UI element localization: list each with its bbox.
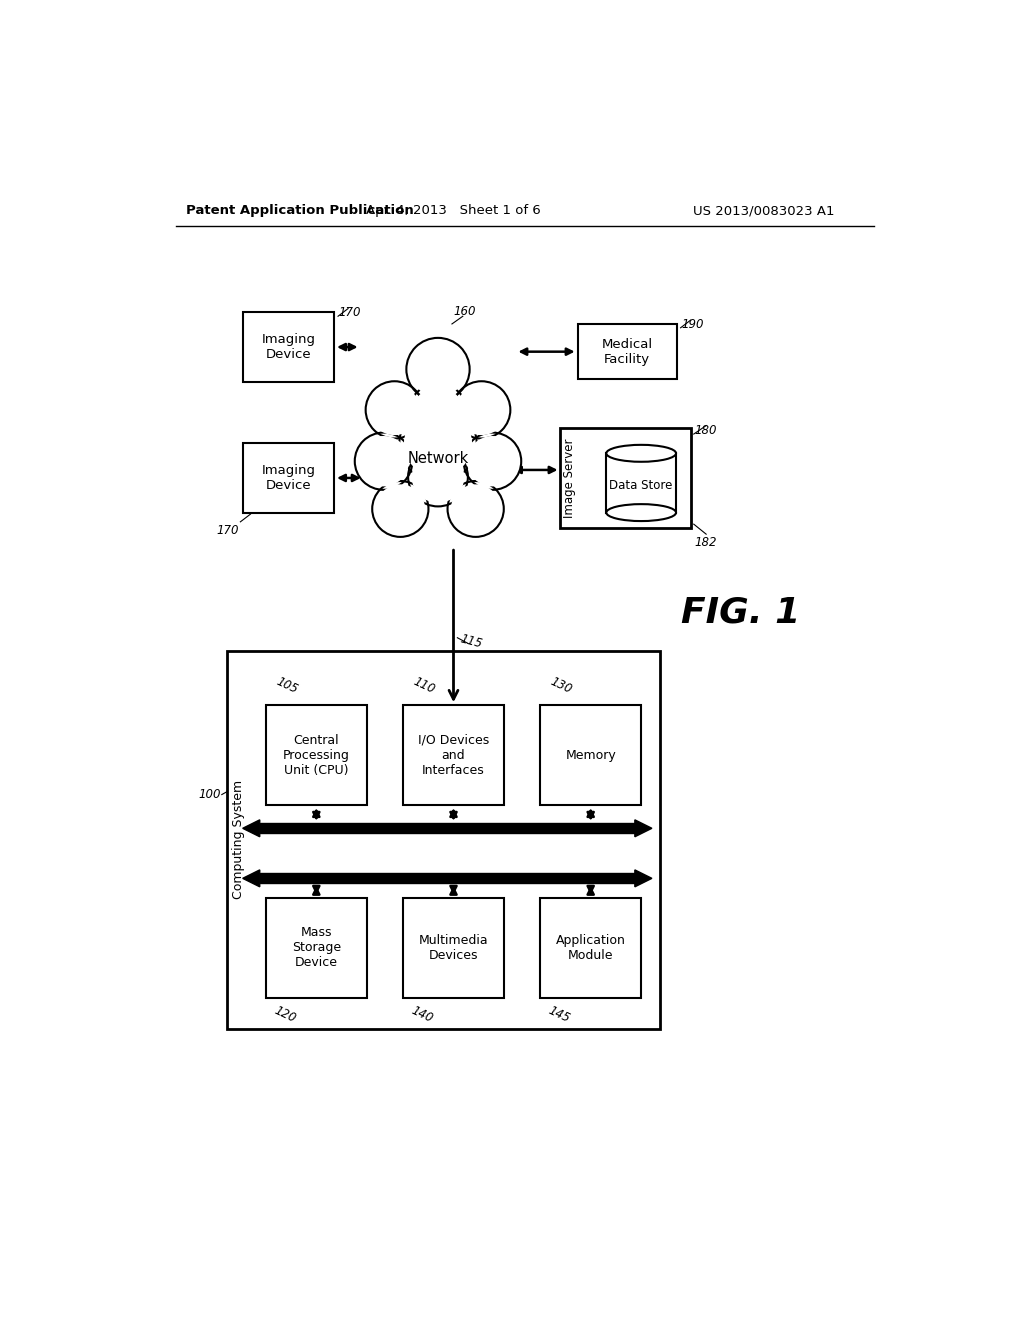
Polygon shape [243,820,260,837]
Text: 182: 182 [694,536,717,549]
Text: Central
Processing
Unit (CPU): Central Processing Unit (CPU) [283,734,350,776]
Text: I/O Devices
and
Interfaces: I/O Devices and Interfaces [418,734,489,776]
Text: 105: 105 [273,675,300,696]
Text: FIG. 1: FIG. 1 [681,595,800,630]
Text: 160: 160 [454,305,476,318]
Text: Memory: Memory [565,748,616,762]
Circle shape [464,433,521,490]
Text: Imaging
Device: Imaging Device [261,463,315,492]
Text: Patent Application Publication: Patent Application Publication [186,205,414,218]
Text: Imaging
Device: Imaging Device [261,333,315,362]
Text: Computing System: Computing System [231,780,245,899]
Text: 170: 170 [339,306,361,319]
Circle shape [412,450,464,503]
Text: Data Store: Data Store [609,479,673,492]
Text: Apr. 4, 2013   Sheet 1 of 6: Apr. 4, 2013 Sheet 1 of 6 [367,205,541,218]
Text: Medical
Facility: Medical Facility [601,338,652,366]
Text: 145: 145 [547,1003,572,1026]
Bar [243,444,334,512]
Bar [403,898,504,998]
Text: Multimedia
Devices: Multimedia Devices [419,933,488,962]
Circle shape [354,433,413,490]
Text: 180: 180 [694,424,717,437]
Text: Network: Network [408,451,469,466]
Bar [403,705,504,805]
Bar [260,824,635,833]
Circle shape [404,409,472,477]
Text: Application
Module: Application Module [556,933,626,962]
Text: 115: 115 [458,632,483,651]
Bar [266,705,367,805]
Ellipse shape [606,445,676,462]
Ellipse shape [606,504,676,521]
Text: Mass
Storage
Device: Mass Storage Device [292,927,341,969]
Circle shape [453,381,510,438]
Text: 140: 140 [410,1003,435,1026]
Bar [541,898,641,998]
Text: 190: 190 [681,318,703,331]
Bar [260,874,635,883]
Text: US 2013/0083023 A1: US 2013/0083023 A1 [693,205,835,218]
Circle shape [467,436,518,486]
Circle shape [407,338,470,401]
Circle shape [447,480,504,537]
Text: 100: 100 [199,788,221,801]
Circle shape [369,384,420,436]
Bar [266,898,367,998]
Circle shape [456,384,507,436]
Circle shape [409,384,468,444]
Circle shape [411,342,466,397]
Text: 110: 110 [411,675,437,696]
Text: Image Server: Image Server [563,438,577,517]
Bar [560,428,690,528]
Polygon shape [635,870,652,887]
Circle shape [366,381,423,438]
Bar [541,705,641,805]
Circle shape [372,480,428,537]
Circle shape [451,484,501,533]
Text: 170: 170 [216,524,239,537]
Circle shape [409,447,468,507]
Circle shape [399,405,476,482]
Circle shape [412,387,464,440]
Circle shape [358,436,409,486]
Text: 120: 120 [272,1003,298,1026]
Bar [578,323,677,379]
Bar [243,313,334,381]
Circle shape [376,484,425,533]
Text: 130: 130 [548,675,573,696]
Polygon shape [243,870,260,887]
Bar [606,453,676,512]
Polygon shape [635,820,652,837]
Bar [227,651,659,1028]
